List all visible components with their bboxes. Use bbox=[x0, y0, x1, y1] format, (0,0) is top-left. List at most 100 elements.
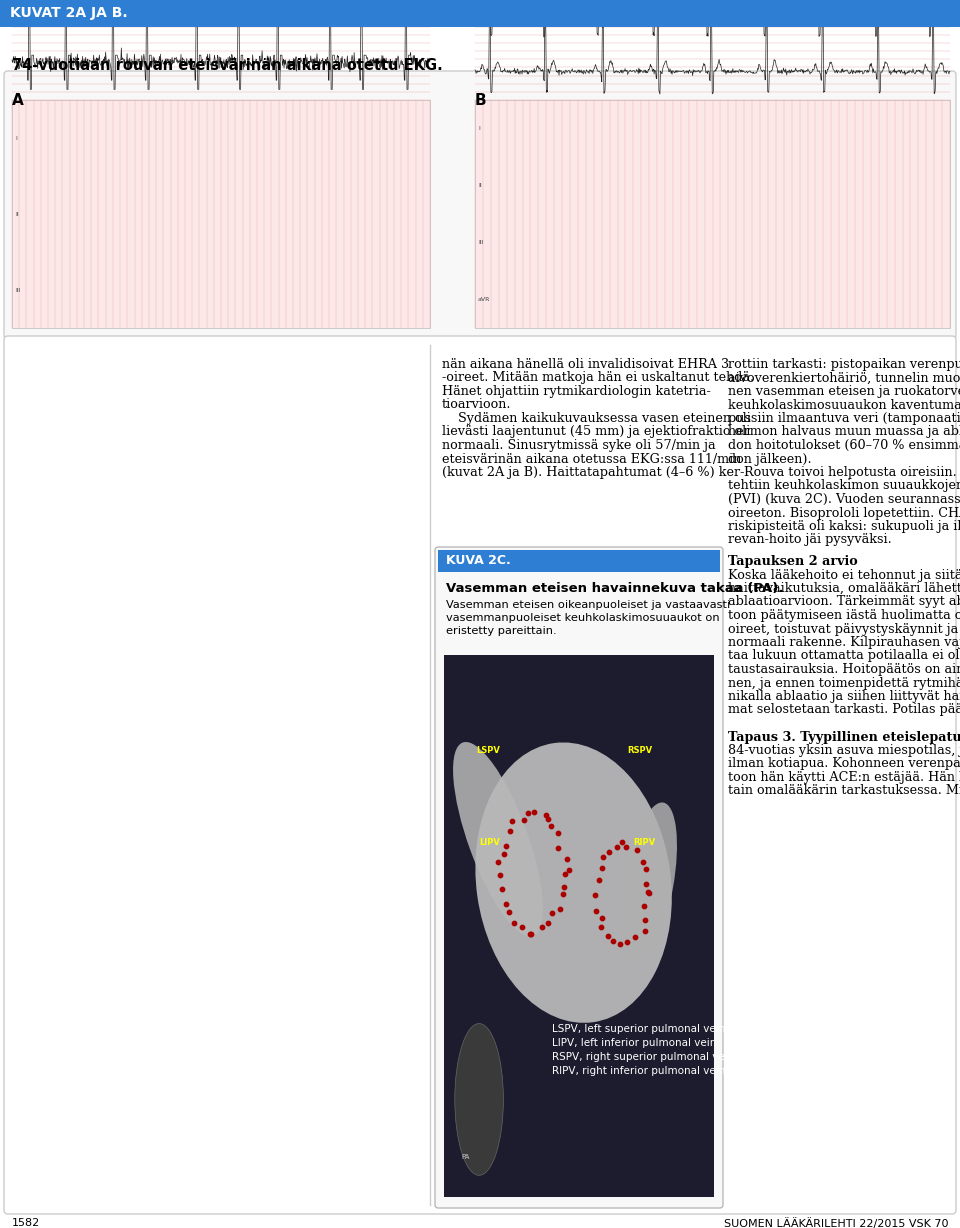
Text: 1582: 1582 bbox=[12, 1218, 40, 1228]
Point bbox=[602, 842, 617, 862]
Point bbox=[614, 833, 630, 852]
Point bbox=[526, 803, 541, 823]
Bar bbox=[12, 99, 430, 328]
Point bbox=[501, 903, 516, 922]
Text: 74-vuotiaan rouvan eteisvärinän aikana otettu EKG.: 74-vuotiaan rouvan eteisvärinän aikana o… bbox=[12, 58, 443, 72]
Text: Vasemman eteisen havainnekuva takaa (PA).: Vasemman eteisen havainnekuva takaa (PA)… bbox=[446, 582, 783, 596]
FancyBboxPatch shape bbox=[435, 546, 723, 1208]
Text: aivoverenkiertohäiriö, tunnelin muodostumi-: aivoverenkiertohäiriö, tunnelin muodostu… bbox=[728, 372, 960, 384]
Point bbox=[522, 925, 538, 944]
Text: B: B bbox=[475, 93, 487, 108]
Point bbox=[515, 917, 530, 937]
Text: oireeton. Bisoprololi lopetettiin. CHA₂DS₂-VASc: oireeton. Bisoprololi lopetettiin. CHA₂D… bbox=[728, 506, 960, 519]
Point bbox=[638, 860, 654, 879]
Text: mat selostetaan tarkasti. Potilas päättää hoidosta viime kädessä.: mat selostetaan tarkasti. Potilas päättä… bbox=[728, 704, 960, 716]
Point bbox=[609, 837, 624, 857]
Text: (kuvat 2A ja B). Haittatapahtumat (4–6 %) ker-: (kuvat 2A ja B). Haittatapahtumat (4–6 %… bbox=[442, 465, 744, 479]
Text: I: I bbox=[478, 126, 480, 131]
Point bbox=[588, 885, 603, 905]
Text: riskipisteitä oli kaksi: sukupuoli ja ikä. Ma-: riskipisteitä oli kaksi: sukupuoli ja ik… bbox=[728, 519, 960, 533]
Point bbox=[491, 852, 506, 872]
Text: keuhkolaskimosuuaukon kaventuma, sydän-: keuhkolaskimosuuaukon kaventuma, sydän- bbox=[728, 399, 960, 411]
Text: taa lukuun ottamatta potilaalla ei ollut muita: taa lukuun ottamatta potilaalla ei ollut… bbox=[728, 650, 960, 662]
Text: 84-vuotias yksin asuva miespotilas, joka pärjäsi: 84-vuotias yksin asuva miespotilas, joka… bbox=[728, 744, 960, 756]
Point bbox=[502, 822, 517, 841]
Point bbox=[550, 823, 565, 842]
Point bbox=[539, 806, 554, 825]
Ellipse shape bbox=[621, 802, 677, 963]
Point bbox=[562, 861, 577, 880]
Point bbox=[612, 933, 628, 953]
Text: nen, ja ennen toimenpidettä rytmihäiriöpoliki-: nen, ja ennen toimenpidettä rytmihäiriöp… bbox=[728, 677, 960, 689]
Point bbox=[620, 932, 636, 952]
Point bbox=[557, 865, 572, 884]
Point bbox=[498, 836, 514, 856]
Text: taustasairauksia. Hoitopäätös on aina yksilölli-: taustasairauksia. Hoitopäätös on aina yk… bbox=[728, 663, 960, 675]
Point bbox=[627, 927, 642, 947]
Text: ilman kotiapua. Kohonneen verenpaineen hoi-: ilman kotiapua. Kohonneen verenpaineen h… bbox=[728, 758, 960, 770]
Ellipse shape bbox=[475, 743, 672, 1023]
Text: LSPV, left superior pulmonal vein
LIPV, left inferior pulmonal vein
RSPV, right : LSPV, left superior pulmonal vein LIPV, … bbox=[552, 1024, 734, 1076]
Point bbox=[540, 914, 556, 933]
Text: Tapauksen 2 arvio: Tapauksen 2 arvio bbox=[728, 555, 857, 569]
Text: toon päätymiseen iästä huolimatta olivat vaikeat: toon päätymiseen iästä huolimatta olivat… bbox=[728, 609, 960, 623]
Text: revan-hoito jäi pysyväksi.: revan-hoito jäi pysyväksi. bbox=[728, 533, 892, 546]
Text: LSPV: LSPV bbox=[476, 745, 500, 754]
Text: ablaatioarvioon. Tärkeimmät syyt ablaatiohoi-: ablaatioarvioon. Tärkeimmät syyt ablaati… bbox=[728, 596, 960, 609]
Point bbox=[600, 926, 615, 946]
Point bbox=[506, 912, 521, 932]
Text: tehtiin keuhkolaskimon suuaukkojen eristys: tehtiin keuhkolaskimon suuaukkojen erist… bbox=[728, 479, 960, 492]
Point bbox=[498, 894, 514, 914]
Text: haittavaikutuksia, omalääkäri lähetti potilaan: haittavaikutuksia, omalääkäri lähetti po… bbox=[728, 582, 960, 596]
Text: -oireet. Mitään matkoja hän ei uskaltanut tehdä.: -oireet. Mitään matkoja hän ei uskaltanu… bbox=[442, 372, 755, 384]
Bar bbox=[475, 99, 950, 328]
Text: I: I bbox=[15, 135, 17, 140]
Text: aVR: aVR bbox=[478, 297, 491, 302]
Point bbox=[637, 911, 653, 931]
Text: don jälkeen).: don jälkeen). bbox=[728, 452, 811, 465]
Text: A: A bbox=[12, 93, 24, 108]
Text: tain omalääkärin tarkastuksessa. Mitatessaan: tain omalääkärin tarkastuksessa. Mitates… bbox=[728, 785, 960, 797]
Point bbox=[523, 925, 539, 944]
Text: Sydämen kaikukuvauksessa vasen eteinen oli: Sydämen kaikukuvauksessa vasen eteinen o… bbox=[442, 413, 751, 425]
Text: oireet, toistuvat päivystyskäynnit ja sydämen: oireet, toistuvat päivystyskäynnit ja sy… bbox=[728, 623, 960, 636]
Text: normaali rakenne. Kilpirauhasen vajaatoiminta-: normaali rakenne. Kilpirauhasen vajaatoi… bbox=[728, 636, 960, 650]
Point bbox=[594, 907, 610, 927]
Point bbox=[594, 858, 610, 878]
Point bbox=[520, 803, 536, 823]
Point bbox=[504, 812, 519, 831]
Text: nikalla ablaatio ja siihen liittyvät haittatapahtu-: nikalla ablaatio ja siihen liittyvät hai… bbox=[728, 690, 960, 702]
Point bbox=[591, 871, 607, 890]
Text: Vasemman eteisen oikeanpuoleiset ja vastaavasti
vasemmanpuoleiset keuhkolaskimos: Vasemman eteisen oikeanpuoleiset ja vast… bbox=[446, 600, 731, 636]
Text: II: II bbox=[15, 211, 19, 216]
Text: nen vasemman eteisen ja ruokatorven välille,: nen vasemman eteisen ja ruokatorven väli… bbox=[728, 386, 960, 398]
Text: (PVI) (kuva 2C). Vuoden seurannassa rouva oli: (PVI) (kuva 2C). Vuoden seurannassa rouv… bbox=[728, 492, 960, 506]
Text: SUOMEN LÄÄKÄRILEHTI 22/2015 VSK 70: SUOMEN LÄÄKÄRILEHTI 22/2015 VSK 70 bbox=[724, 1218, 948, 1228]
Point bbox=[545, 904, 561, 923]
Point bbox=[593, 917, 609, 937]
Point bbox=[555, 884, 570, 904]
Point bbox=[638, 874, 654, 894]
Text: lievästi laajentunut (45 mm) ja ejektiofraktio oli: lievästi laajentunut (45 mm) ja ejektiof… bbox=[442, 425, 751, 438]
Point bbox=[516, 810, 532, 830]
Point bbox=[636, 852, 651, 872]
Point bbox=[552, 899, 567, 919]
Text: III: III bbox=[15, 287, 20, 292]
Point bbox=[595, 847, 611, 867]
Point bbox=[550, 837, 565, 857]
Point bbox=[494, 879, 510, 899]
Point bbox=[556, 877, 571, 896]
Point bbox=[559, 849, 574, 868]
Text: PA: PA bbox=[462, 1153, 470, 1159]
Point bbox=[636, 895, 652, 915]
Text: eteisvärinän aikana otetussa EKG:ssa 111/min: eteisvärinän aikana otetussa EKG:ssa 111… bbox=[442, 452, 741, 465]
Text: Rouva toivoi helpotusta oireisiin. Hänelle: Rouva toivoi helpotusta oireisiin. Hänel… bbox=[728, 465, 960, 479]
Ellipse shape bbox=[453, 742, 543, 937]
Bar bbox=[444, 655, 714, 1197]
Text: tioarvioon.: tioarvioon. bbox=[442, 399, 512, 411]
Text: II: II bbox=[478, 183, 482, 188]
Point bbox=[543, 815, 559, 835]
Text: normaali. Sinusrytmissä syke oli 57/min ja: normaali. Sinusrytmissä syke oli 57/min … bbox=[442, 438, 715, 452]
Point bbox=[588, 901, 603, 921]
Text: Tapaus 3. Tyypillinen eteislepatus: Tapaus 3. Tyypillinen eteislepatus bbox=[728, 731, 960, 743]
